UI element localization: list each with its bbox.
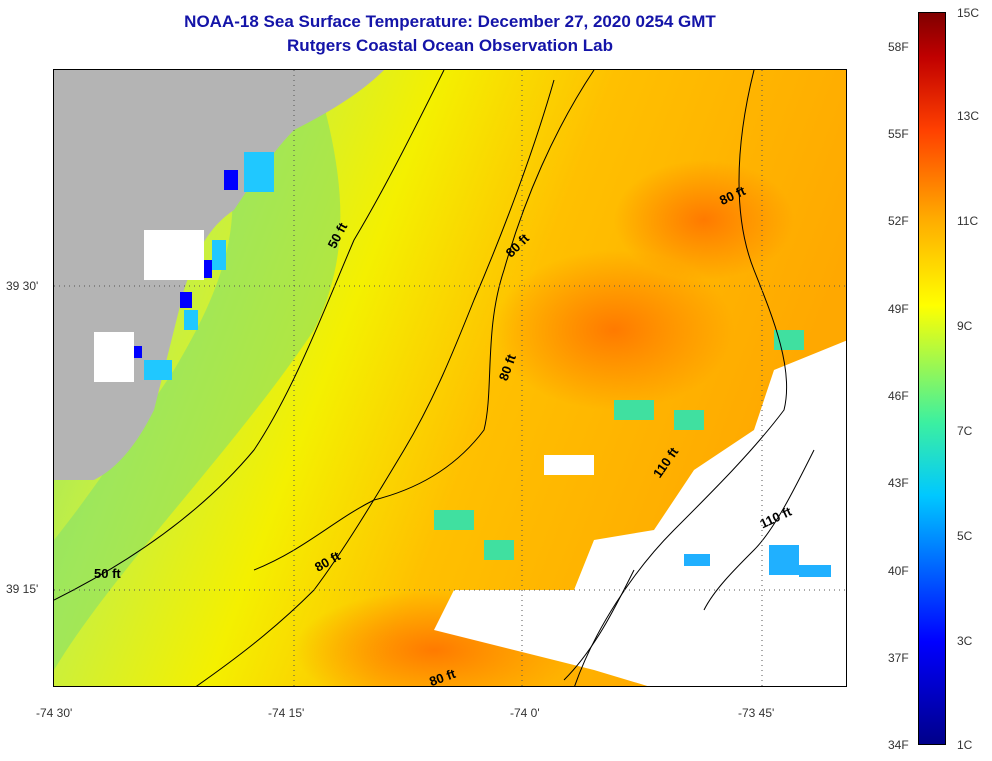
map-subtitle: Rutgers Coastal Ocean Observation Lab — [287, 36, 613, 55]
lon-label: -74 0' — [510, 706, 540, 720]
colorbar-c-label: 15C — [957, 6, 980, 20]
colorbar-c-label: 3C — [957, 634, 973, 648]
sst-map: 50 ft 50 ft 80 ft 80 ft 80 ft 80 ft 80 f… — [53, 69, 847, 687]
map-title: NOAA-18 Sea Surface Temperature: Decembe… — [184, 12, 716, 31]
colorbar-c-label: 7C — [957, 424, 973, 438]
no-data-areas — [94, 230, 846, 686]
lon-label: -74 15' — [268, 706, 305, 720]
colorbar-f-label: 34F — [888, 738, 909, 752]
isobath-contours — [54, 70, 815, 686]
colorbar-f-label: 43F — [888, 476, 909, 490]
lon-label: -73 45' — [738, 706, 775, 720]
colorbar-c-label: 5C — [957, 529, 973, 543]
colorbar-f-label: 37F — [888, 651, 909, 665]
contour-label: 50 ft — [94, 566, 121, 581]
colorbar-c-label: 11C — [957, 214, 979, 228]
colorbar-c-label: 1C — [957, 738, 973, 752]
graticule — [54, 70, 846, 686]
colorbar-f-label: 40F — [888, 564, 909, 578]
colorbar-f-label: 46F — [888, 389, 909, 403]
colorbar-c-label: 13C — [957, 109, 980, 123]
cool-band — [54, 70, 341, 670]
colorbar-f-label: 49F — [888, 302, 909, 316]
warm-patch — [494, 250, 734, 410]
colorbar-f-label: 52F — [888, 214, 909, 228]
sst-field — [54, 70, 846, 686]
lon-label: -74 30' — [36, 706, 73, 720]
colorbar-f-label: 58F — [888, 40, 909, 54]
land — [54, 70, 384, 480]
colorbar-f-label: 55F — [888, 127, 909, 141]
temperature-colorbar — [918, 12, 946, 745]
cyan-coastal-pixels — [144, 152, 274, 380]
warm-patch — [614, 160, 794, 280]
lat-label: 39 15' — [6, 582, 39, 596]
lat-label: 39 30' — [6, 279, 39, 293]
cool-pixels-blue — [684, 545, 831, 577]
colorbar-c-label: 9C — [957, 319, 973, 333]
cool-pixels — [434, 330, 804, 560]
